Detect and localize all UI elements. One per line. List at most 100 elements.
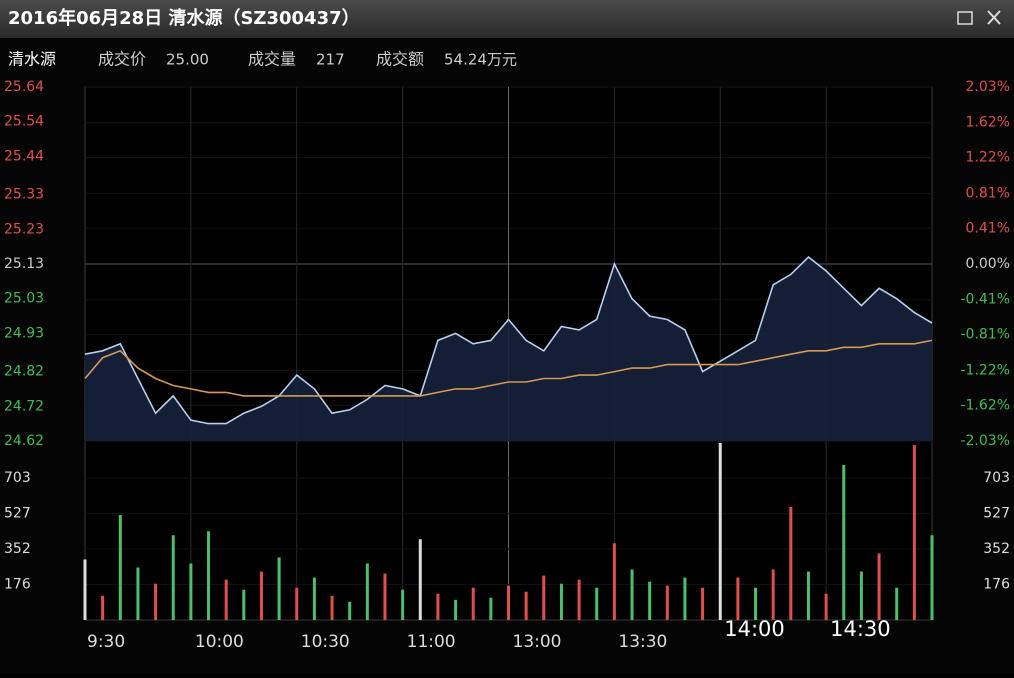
volume-bar bbox=[559, 583, 563, 620]
volume-bar bbox=[189, 563, 193, 620]
volume-bar bbox=[842, 465, 846, 620]
y2-tick-label: 2.03% bbox=[966, 79, 1010, 95]
volume-bar bbox=[207, 531, 211, 620]
y2-tick-label: -1.22% bbox=[960, 362, 1010, 378]
y2-tick-label: -2.03% bbox=[960, 433, 1010, 449]
maximize-button[interactable] bbox=[957, 11, 973, 25]
y-tick-label: 24.82 bbox=[4, 364, 44, 380]
volume-bar bbox=[348, 601, 352, 620]
average-line bbox=[84, 339, 933, 397]
y-tick-label: 25.54 bbox=[4, 114, 44, 130]
price-area bbox=[85, 257, 932, 441]
x-tick-label: 13:30 bbox=[618, 632, 667, 652]
amount-value: 54.24万元 bbox=[444, 51, 517, 69]
y-tick-label: 24.62 bbox=[4, 433, 44, 449]
y-tick-label: 25.03 bbox=[4, 291, 44, 307]
stock-name: 清水源 bbox=[8, 50, 56, 69]
y2-tick-label: 0.81% bbox=[966, 185, 1010, 201]
volume-bar bbox=[701, 587, 705, 620]
volume-bar bbox=[295, 587, 299, 620]
volume-bar bbox=[242, 589, 246, 620]
volume-bar bbox=[312, 577, 316, 620]
volume-bar bbox=[83, 559, 87, 620]
volume-value: 217 bbox=[316, 51, 345, 69]
volume-bar bbox=[330, 595, 334, 620]
volume-bar bbox=[489, 597, 493, 620]
volume-bar bbox=[877, 553, 881, 620]
volume-bar bbox=[471, 587, 475, 620]
volume-bar bbox=[612, 543, 616, 620]
y2-tick-label: -0.41% bbox=[960, 292, 1010, 308]
volume-bar bbox=[912, 445, 916, 620]
x-tick-label: 9:30 bbox=[87, 632, 125, 652]
volume-bar bbox=[542, 575, 546, 620]
price-line bbox=[84, 256, 933, 425]
volume-bar bbox=[736, 577, 740, 620]
volume-bar bbox=[365, 563, 369, 620]
volume-bar bbox=[436, 593, 440, 620]
y-tick-label: 25.13 bbox=[4, 256, 44, 272]
volume-bar bbox=[754, 587, 758, 620]
volume-bar bbox=[718, 443, 722, 620]
x-tick-label: 10:00 bbox=[195, 632, 244, 652]
volume-tick-label-right: 352 bbox=[983, 541, 1010, 557]
y2-tick-label: 1.22% bbox=[966, 150, 1010, 166]
close-button[interactable] bbox=[987, 10, 1001, 25]
volume-bar bbox=[277, 557, 281, 620]
y2-tick-label: 0.41% bbox=[966, 220, 1010, 236]
volume-tick-label-right: 703 bbox=[983, 470, 1010, 486]
volume-tick-label: 703 bbox=[4, 470, 31, 486]
x-tick-label: 11:00 bbox=[407, 632, 456, 652]
x-tick-label: 14:00 bbox=[724, 617, 785, 641]
volume-tick-label-right: 527 bbox=[983, 506, 1010, 522]
price-value: 25.00 bbox=[166, 51, 209, 69]
volume-bar bbox=[789, 506, 793, 620]
volume-bar bbox=[683, 577, 687, 620]
volume-bar bbox=[524, 591, 528, 620]
volume-bar bbox=[507, 585, 510, 620]
volume-tick-label: 352 bbox=[4, 541, 31, 557]
volume-bar bbox=[154, 583, 158, 620]
price-label: 成交价 bbox=[98, 50, 146, 69]
x-tick-label: 10:30 bbox=[301, 632, 350, 652]
volume-label: 成交量 bbox=[248, 50, 296, 69]
y-tick-label: 24.93 bbox=[4, 325, 44, 341]
volume-bar bbox=[665, 585, 669, 620]
volume-tick-label-right: 176 bbox=[983, 576, 1010, 592]
volume-tick-label: 527 bbox=[4, 506, 31, 522]
volume-bar bbox=[136, 567, 140, 620]
volume-bar bbox=[259, 571, 263, 620]
volume-bar bbox=[930, 535, 934, 620]
y-tick-label: 25.23 bbox=[4, 221, 44, 237]
y2-tick-label: -0.81% bbox=[960, 327, 1010, 343]
volume-bar bbox=[101, 595, 105, 620]
volume-bar bbox=[859, 571, 863, 620]
volume-bar bbox=[401, 589, 405, 620]
volume-bar bbox=[595, 587, 599, 620]
volume-bar bbox=[418, 539, 422, 620]
volume-bar bbox=[171, 535, 175, 620]
y-tick-label: 24.72 bbox=[4, 398, 44, 414]
title-bar bbox=[0, 0, 1014, 38]
y2-tick-label: -1.62% bbox=[960, 397, 1010, 413]
volume-bar bbox=[824, 593, 828, 620]
volume-bar bbox=[648, 581, 652, 620]
volume-bar bbox=[224, 579, 228, 620]
y-tick-label: 25.33 bbox=[4, 187, 44, 203]
x-tick-label: 13:00 bbox=[513, 632, 562, 652]
volume-bar bbox=[806, 571, 810, 620]
volume-bar bbox=[383, 573, 387, 620]
x-tick-label: 14:30 bbox=[830, 617, 891, 641]
volume-bar bbox=[577, 579, 581, 620]
volume-tick-label: 176 bbox=[4, 576, 31, 592]
amount-label: 成交额 bbox=[376, 50, 424, 69]
y2-tick-label: 0.00% bbox=[966, 256, 1010, 272]
y-tick-label: 25.64 bbox=[4, 79, 44, 95]
volume-bar bbox=[630, 569, 634, 620]
y2-tick-label: 1.62% bbox=[966, 115, 1010, 131]
volume-bar bbox=[895, 587, 899, 620]
volume-bar bbox=[454, 599, 458, 620]
volume-bar bbox=[118, 515, 122, 620]
y-tick-label: 25.44 bbox=[4, 148, 44, 164]
